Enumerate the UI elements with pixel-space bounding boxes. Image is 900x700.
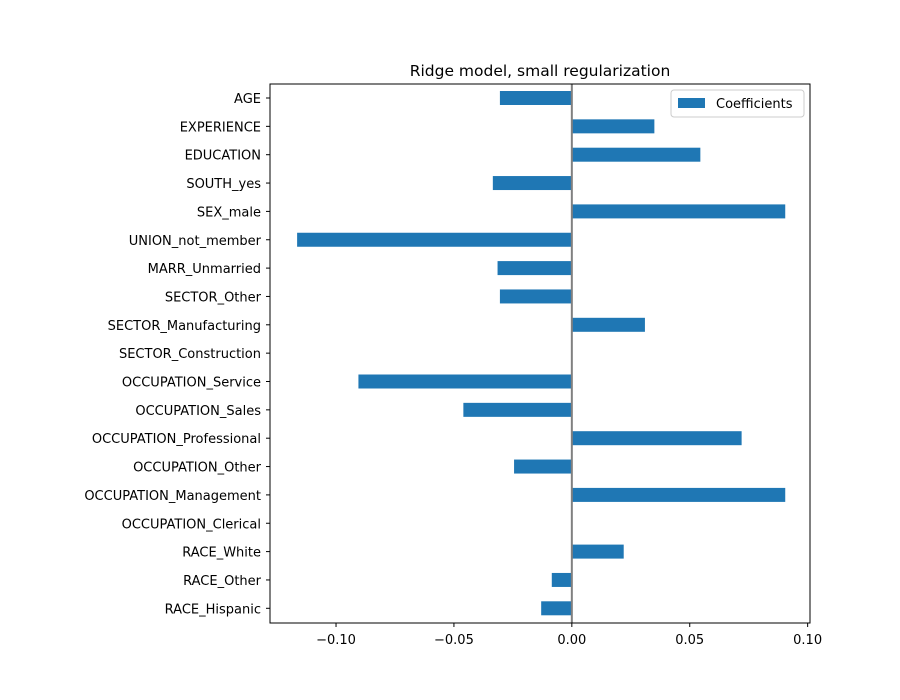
y-tick-label: SECTOR_Other (165, 290, 262, 305)
y-tick-label: RACE_White (182, 546, 261, 561)
x-tick-label: 0.05 (675, 633, 704, 648)
y-tick-label: OCCUPATION_Service (122, 376, 261, 391)
y-tick-label: UNION_not_member (129, 234, 262, 249)
bar-occupation-service (358, 374, 572, 389)
bar-sector-other (499, 289, 572, 304)
y-tick-label: MARR_Unmarried (148, 262, 261, 277)
x-tick-label: 0.00 (557, 633, 586, 648)
bar-race-other (551, 572, 572, 587)
x-tick-label: −0.05 (434, 633, 474, 648)
legend-box (670, 89, 805, 118)
y-tick-label: EDUCATION (185, 149, 261, 164)
bar-sex-male (571, 204, 786, 219)
legend: Coefficients (670, 89, 805, 118)
bar-occupation-sales (463, 402, 572, 417)
chart-title: Ridge model, small regularization (410, 62, 671, 80)
y-axis: AGE EXPERIENCE EDUCATION SOUTH_yes SEX_male U… (84, 92, 270, 617)
bar-education (571, 147, 701, 162)
bar-race-hispanic (541, 601, 572, 616)
x-tick-label: 0.10 (793, 633, 822, 648)
y-tick-label: SEX_male (197, 205, 261, 220)
y-tick-label: AGE (234, 92, 261, 107)
bars-layer (297, 91, 786, 616)
x-axis: −0.10 −0.05 0.00 0.05 0.10 (316, 623, 822, 648)
bar-sector-manufacturing (571, 317, 645, 332)
y-tick-label: OCCUPATION_Management (84, 489, 261, 504)
x-tick-label: −0.10 (316, 633, 356, 648)
legend-swatch (678, 98, 705, 108)
bar-occupation-other (514, 459, 572, 474)
y-tick-label: SOUTH_yes (186, 177, 261, 192)
y-tick-label: OCCUPATION_Sales (135, 404, 261, 419)
bar-race-white (571, 544, 624, 559)
legend-label: Coefficients (716, 97, 793, 112)
bar-age (499, 91, 572, 105)
bar-union-not-member (297, 232, 572, 247)
bar-occupation-professional (571, 431, 742, 446)
bar-occupation-management (571, 487, 786, 502)
plot-frame (269, 83, 811, 624)
bar-south-yes (492, 176, 572, 191)
bar-marr-unmarried (497, 261, 572, 276)
y-tick-label: EXPERIENCE (180, 120, 261, 135)
y-tick-label: RACE_Other (183, 574, 262, 589)
y-tick-label: SECTOR_Manufacturing (108, 319, 261, 334)
y-tick-label: OCCUPATION_Clerical (122, 517, 261, 532)
y-tick-label: RACE_Hispanic (165, 602, 261, 617)
y-tick-label: SECTOR_Construction (119, 347, 261, 362)
y-tick-label: OCCUPATION_Professional (92, 432, 261, 447)
bar-experience (571, 119, 655, 134)
y-tick-label: OCCUPATION_Other (133, 461, 262, 476)
